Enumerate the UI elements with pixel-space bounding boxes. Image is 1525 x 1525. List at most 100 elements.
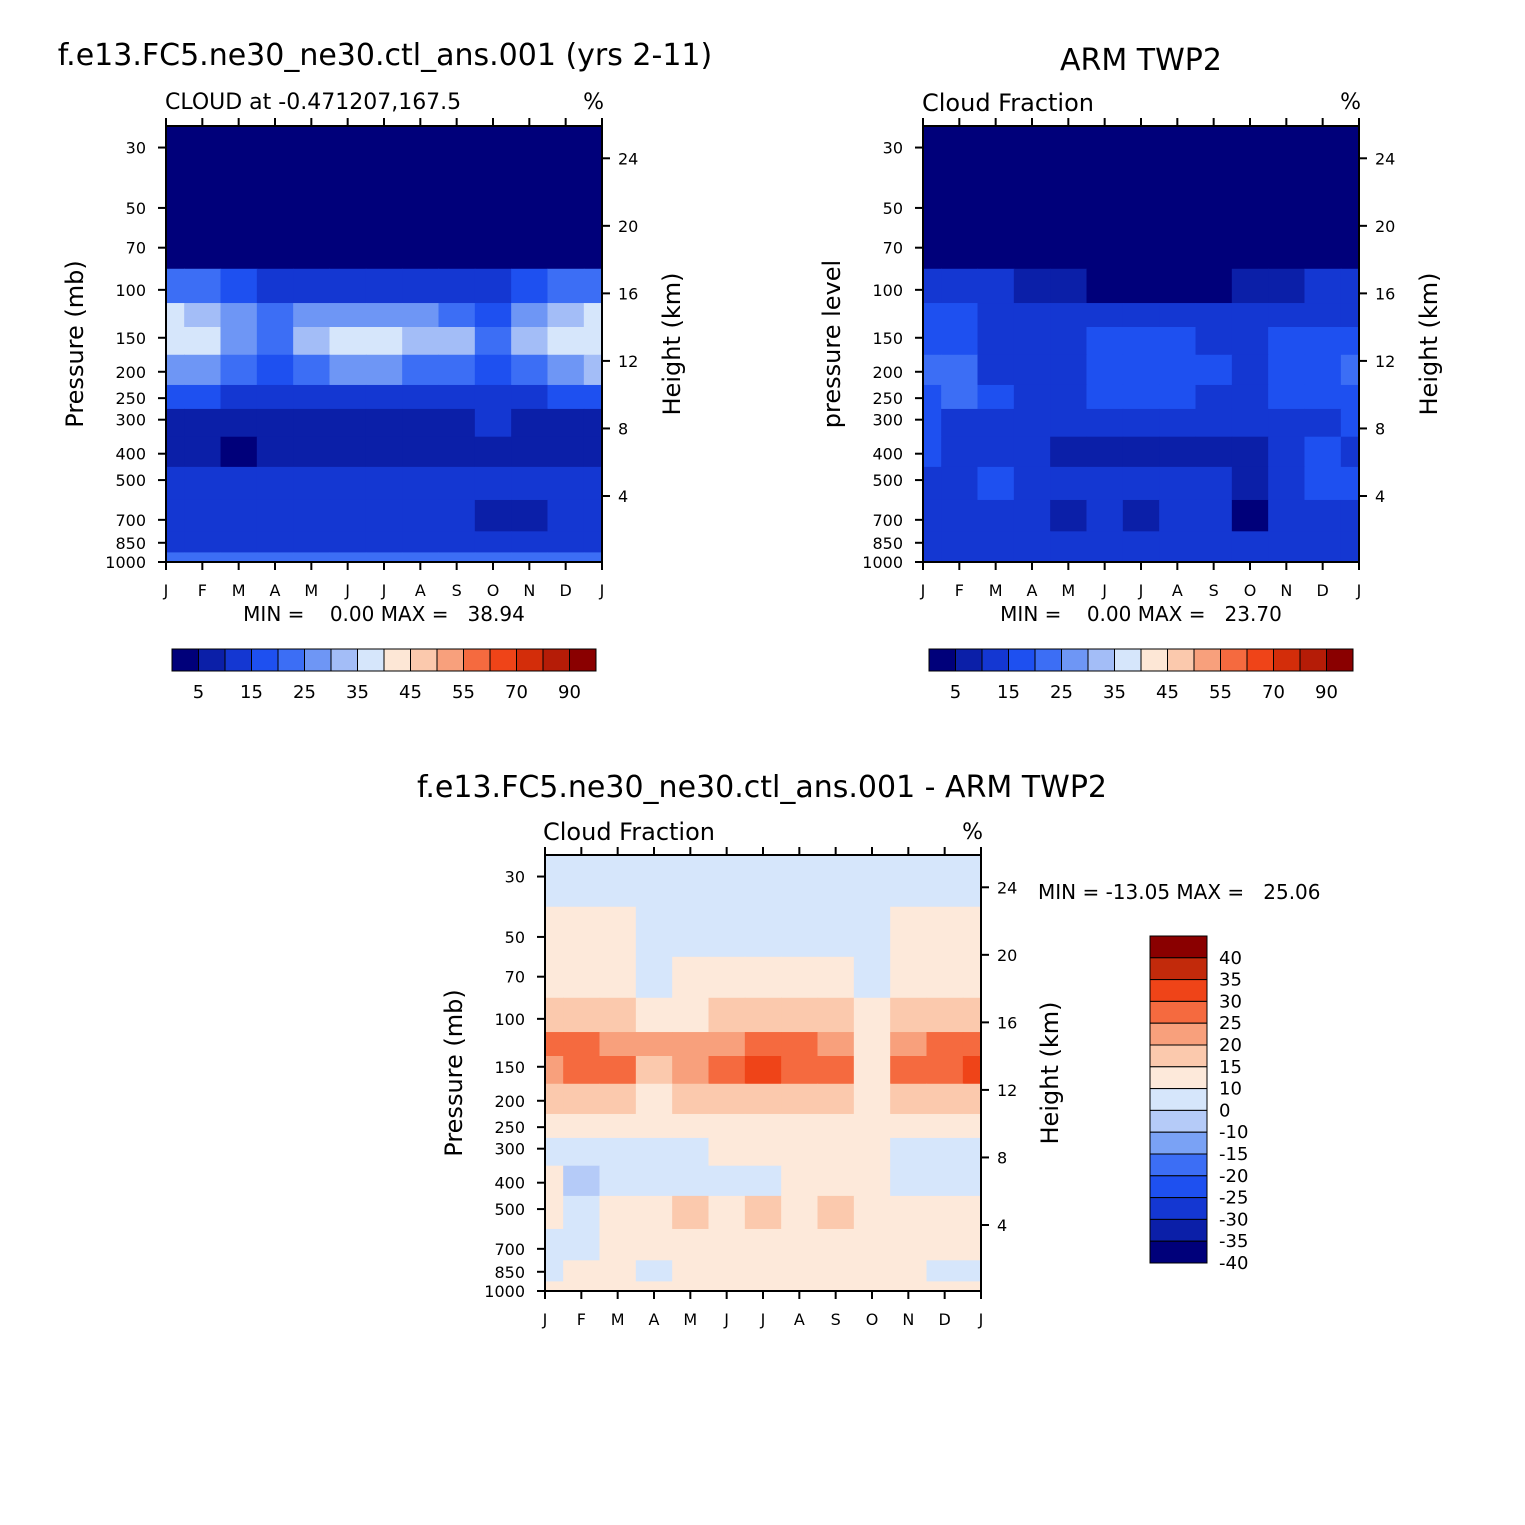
obs-field-cell bbox=[923, 531, 942, 553]
obs-field-cell bbox=[1304, 499, 1342, 532]
diff-field-cell bbox=[635, 855, 673, 908]
model-ytick-right-label: 4 bbox=[618, 487, 628, 506]
obs-xtick-label: J bbox=[1356, 581, 1362, 600]
model-field-cell bbox=[511, 268, 549, 304]
colorbar-obs-swatch bbox=[1061, 648, 1089, 672]
obs-field-cell bbox=[1304, 531, 1342, 553]
model-ytick-label: 100 bbox=[115, 281, 146, 300]
model-field-cell bbox=[184, 466, 222, 501]
diff-field-cell bbox=[890, 1032, 928, 1057]
model-xtick-label: J bbox=[381, 581, 387, 600]
obs-ytick-label: 1000 bbox=[862, 553, 903, 572]
diff-ytick-label: 300 bbox=[494, 1140, 525, 1159]
model-field-cell bbox=[329, 268, 367, 304]
model-field-cell bbox=[402, 499, 440, 532]
obs-field-cell bbox=[1013, 499, 1051, 532]
obs-field-cell bbox=[1086, 126, 1124, 199]
diff-field-cell bbox=[635, 1137, 673, 1167]
panel-model-title: f.e13.FC5.ne30_ne30.ctl_ans.001 (yrs 2-1… bbox=[58, 38, 712, 73]
obs-field-cell bbox=[1231, 126, 1269, 199]
model-field-cell bbox=[256, 303, 294, 328]
diff-field-cell bbox=[781, 1195, 819, 1230]
model-field-cell bbox=[438, 354, 476, 386]
obs-field-cell bbox=[1340, 384, 1359, 410]
diff-field-cell bbox=[563, 1113, 601, 1139]
obs-field-cell bbox=[1195, 354, 1233, 386]
model-field-cell bbox=[365, 531, 403, 553]
obs-field-cell bbox=[1340, 126, 1359, 199]
diff-field-cell bbox=[853, 1195, 891, 1230]
obs-field-cell bbox=[1268, 126, 1306, 199]
obs-field-cell bbox=[1086, 303, 1124, 328]
diff-field-cell bbox=[890, 1195, 928, 1230]
model-field-cell bbox=[547, 197, 585, 270]
diff-field-cell bbox=[817, 1281, 855, 1291]
obs-field-cell bbox=[977, 384, 1015, 410]
diff-field-cell bbox=[853, 1083, 891, 1115]
diff-field-cell bbox=[563, 1032, 601, 1057]
diff-field-cell bbox=[781, 1113, 819, 1139]
colorbar-model-label: 90 bbox=[558, 682, 581, 703]
diff-ytick-label: 250 bbox=[494, 1118, 525, 1137]
model-field-cell bbox=[293, 354, 331, 386]
obs-field-cell bbox=[941, 303, 979, 328]
diff-xtick-label: D bbox=[939, 1310, 951, 1329]
model-field-cell bbox=[293, 531, 331, 553]
diff-field-cell bbox=[781, 1165, 819, 1197]
model-field-cell bbox=[402, 327, 440, 356]
colorbar-obs-swatch bbox=[928, 648, 956, 672]
diff-field-cell bbox=[599, 906, 637, 958]
colorbar-obs-swatch bbox=[1326, 648, 1354, 672]
model-ytick-label: 250 bbox=[115, 389, 146, 408]
obs-field-cell bbox=[977, 197, 1015, 270]
diff-field-cell bbox=[672, 1260, 710, 1282]
model-field-cell bbox=[474, 384, 512, 410]
diff-field-cell bbox=[563, 1195, 601, 1230]
obs-field-cell bbox=[1304, 268, 1342, 304]
colorbar-model-swatch bbox=[383, 648, 411, 672]
panel-diff-ylabel2: Height (km) bbox=[1036, 1002, 1064, 1145]
diff-field-cell bbox=[962, 1056, 981, 1085]
diff-field-cell bbox=[599, 1165, 637, 1197]
model-field-cell bbox=[511, 408, 549, 438]
diff-field-cell bbox=[962, 956, 981, 999]
model-field-cell bbox=[184, 408, 222, 438]
diff-field-cell bbox=[708, 1137, 746, 1167]
panel-model-minmax: MIN = 0.00 MAX = 38.94 bbox=[243, 602, 525, 626]
obs-field-cell bbox=[1195, 531, 1233, 553]
diff-field-cell bbox=[708, 997, 746, 1033]
obs-field-cell bbox=[923, 126, 942, 199]
diff-xtick-label: J bbox=[723, 1310, 729, 1329]
diff-ytick-label: 50 bbox=[505, 928, 525, 947]
model-field-cell bbox=[293, 268, 331, 304]
diff-field-cell bbox=[781, 906, 819, 958]
diff-field-cell bbox=[890, 1260, 928, 1282]
diff-field-cell bbox=[635, 1032, 673, 1057]
colorbar-obs-swatch bbox=[1220, 648, 1248, 672]
model-field-cell bbox=[583, 327, 602, 356]
model-field-cell bbox=[438, 126, 476, 199]
diff-xtick-label: A bbox=[649, 1310, 660, 1329]
model-field-cell bbox=[166, 384, 185, 410]
colorbar-diff-label: -10 bbox=[1219, 1122, 1248, 1143]
model-xtick-label: A bbox=[415, 581, 426, 600]
model-field-cell bbox=[511, 354, 549, 386]
obs-field-cell bbox=[1340, 303, 1359, 328]
model-field-cell bbox=[166, 126, 185, 199]
obs-xtick-label: N bbox=[1280, 581, 1292, 600]
colorbar-obs-swatch bbox=[1273, 648, 1301, 672]
colorbar-obs: 5 15 25 35 45 55 70 90 bbox=[928, 648, 1354, 703]
diff-xtick-label: J bbox=[760, 1310, 766, 1329]
diff-field-cell bbox=[926, 997, 964, 1033]
panel-diff-subtitle: Cloud Fraction bbox=[543, 818, 715, 846]
obs-field-cell bbox=[1268, 499, 1306, 532]
colorbar-obs-swatch bbox=[1008, 648, 1036, 672]
obs-field-cell bbox=[1340, 354, 1359, 386]
diff-field-cell bbox=[962, 1228, 981, 1261]
obs-field-cell bbox=[1340, 466, 1359, 501]
model-field-cell bbox=[184, 354, 222, 386]
obs-field-cell bbox=[1013, 552, 1051, 562]
obs-field-cell bbox=[1195, 126, 1233, 199]
model-xtick-label: F bbox=[198, 581, 207, 600]
obs-field-cell bbox=[923, 303, 942, 328]
